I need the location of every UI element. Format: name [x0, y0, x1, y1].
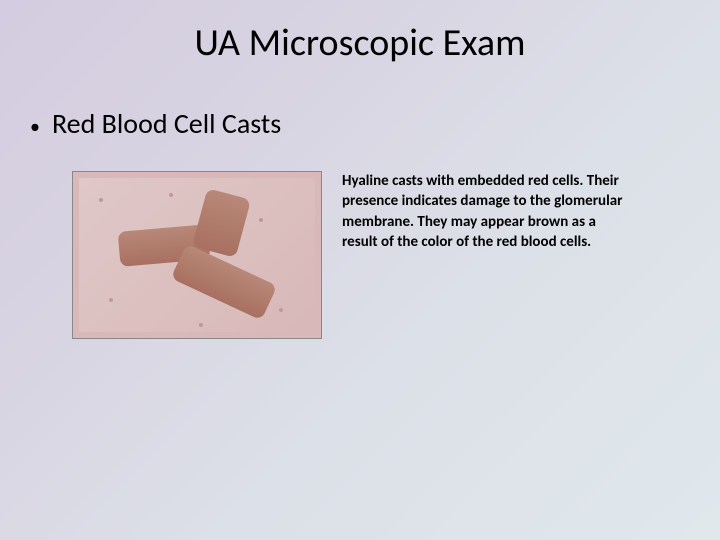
bullet-dot-icon: •: [30, 117, 40, 137]
bullet-text: Red Blood Cell Casts: [52, 106, 281, 141]
slide-title: UA Microscopic Exam: [0, 0, 720, 66]
cast-shape: [192, 188, 251, 258]
bullet-section: • Red Blood Cell Casts: [0, 66, 720, 141]
speck: [279, 308, 283, 312]
bullet-item: • Red Blood Cell Casts: [30, 106, 720, 141]
description-text: Hyaline casts with embedded red cells. T…: [322, 171, 632, 339]
speck: [169, 193, 173, 197]
speck: [109, 298, 113, 302]
content-row: Hyaline casts with embedded red cells. T…: [0, 141, 720, 339]
speck: [199, 323, 203, 327]
speck: [99, 198, 103, 202]
speck: [259, 218, 263, 222]
microscopy-image: [72, 171, 322, 339]
microscopy-image-inner: [79, 178, 315, 332]
cast-shape: [171, 244, 278, 321]
